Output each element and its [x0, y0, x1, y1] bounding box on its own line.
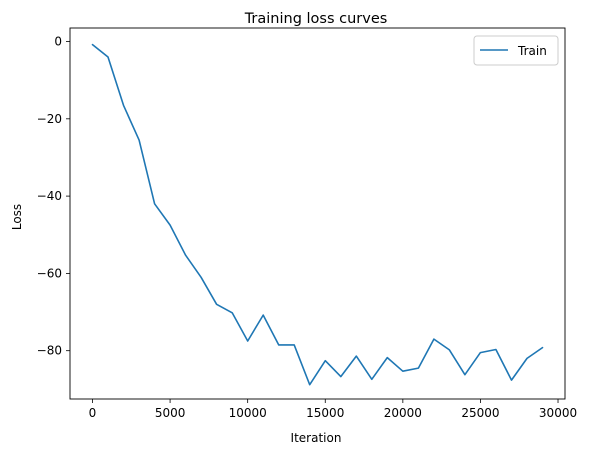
series-line-train: [93, 45, 543, 385]
y-tick-label: 0: [54, 35, 62, 49]
series-layer: [93, 45, 543, 385]
plot-frame: [70, 28, 565, 399]
y-tick-label: −40: [37, 189, 62, 203]
legend-label-train: Train: [517, 44, 547, 58]
x-tick-label: 20000: [384, 406, 422, 420]
x-tick-label: 5000: [155, 406, 186, 420]
x-axis-label: Iteration: [291, 431, 342, 445]
y-tick-label: −60: [37, 266, 62, 280]
x-tick-label: 30000: [539, 406, 577, 420]
x-axis: 0 5000 10000 15000 20000 25000 30000: [89, 399, 577, 420]
y-tick-label: −80: [37, 344, 62, 358]
x-tick-label: 0: [89, 406, 97, 420]
legend: Train: [474, 36, 558, 65]
x-tick-label: 15000: [306, 406, 344, 420]
plot-area: [70, 28, 565, 399]
y-axis-label: Loss: [10, 204, 24, 230]
x-tick-label: 10000: [229, 406, 267, 420]
x-tick-label: 25000: [461, 406, 499, 420]
y-axis: 0 −20 −40 −60 −80: [37, 35, 70, 358]
y-tick-label: −20: [37, 112, 62, 126]
chart-title: Training loss curves: [244, 11, 388, 27]
